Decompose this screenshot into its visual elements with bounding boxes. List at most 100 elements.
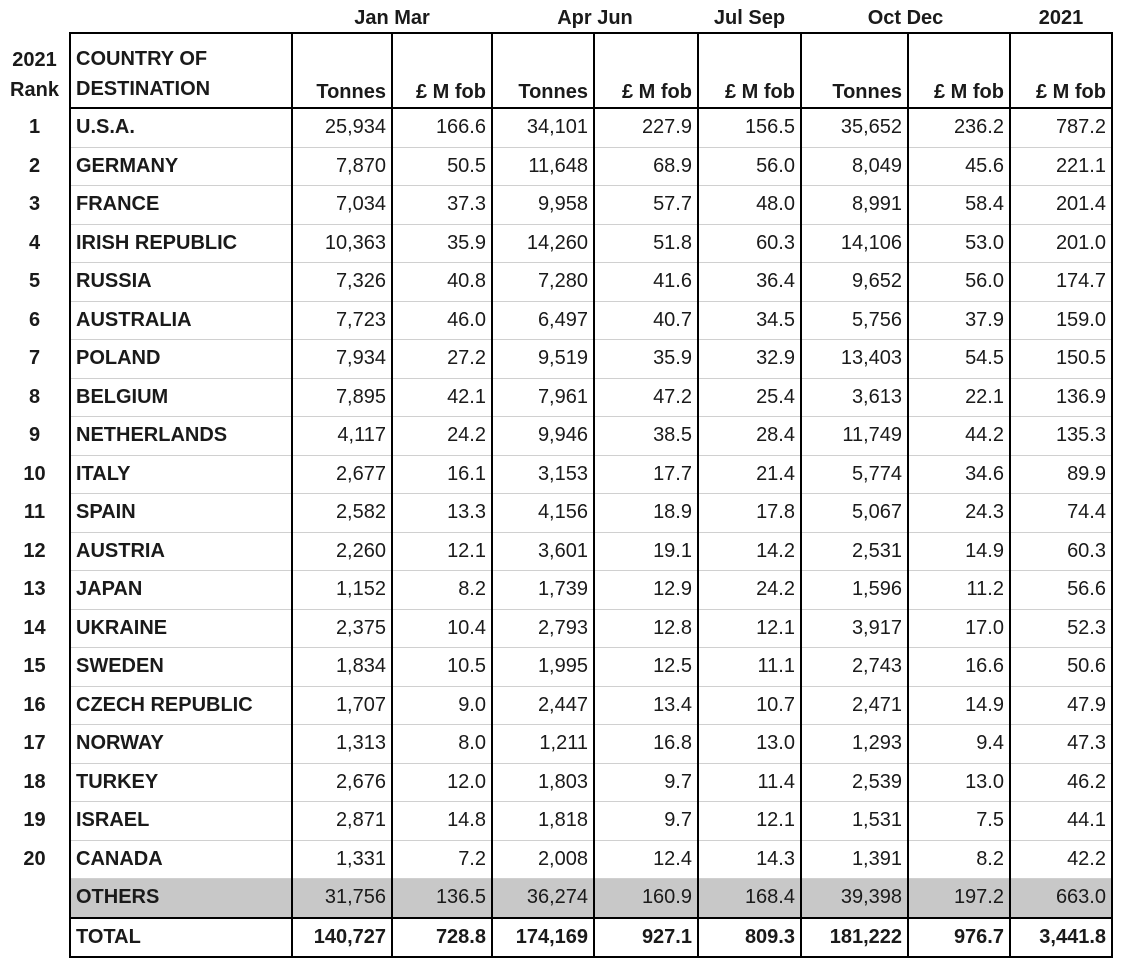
q4-tonnes-cell: 13,403 <box>801 339 909 379</box>
table-row: 20 CANADA 1,331 7.2 2,008 12.4 14.3 1,391 8.2 42.… <box>0 840 1113 879</box>
rank-cell: 20 <box>23 847 46 870</box>
total-year-value-cell: 3,441.8 <box>1009 916 1113 958</box>
q1-tonnes-header: Tonnes <box>292 32 393 109</box>
q4-tonnes-cell: 5,774 <box>801 455 909 494</box>
q2-value-cell: 41.6 <box>593 262 699 302</box>
table-row: 3 FRANCE 7,034 37.3 9,958 57.7 48.0 8,991 58.4 20… <box>0 185 1113 225</box>
q4-tonnes-header: Tonnes <box>801 32 909 109</box>
q2-tonnes-cell: 2,447 <box>492 686 595 725</box>
year-value-cell: 56.6 <box>1009 570 1113 610</box>
q2-tonnes-cell: 3,153 <box>492 455 595 494</box>
column-header-row: 2021 Rank COUNTRY OF DESTINATION Tonnes … <box>0 32 1113 109</box>
q1-tonnes-cell: 7,895 <box>292 378 393 417</box>
others-q1-tonnes-cell: 31,756 <box>292 878 393 918</box>
q2-tonnes-cell: 9,519 <box>492 339 595 379</box>
q2-tonnes-cell: 1,818 <box>492 801 595 841</box>
country-cell: UKRAINE <box>69 609 293 648</box>
table-row: 6 AUSTRALIA 7,723 46.0 6,497 40.7 34.5 5,756 37.… <box>0 301 1113 340</box>
period-year: 2021 <box>1038 7 1084 29</box>
year-value-cell: 47.3 <box>1009 724 1113 764</box>
country-header: COUNTRY OF DESTINATION <box>69 32 293 109</box>
q3-value-cell: 11.1 <box>697 647 802 687</box>
table-row: 7 POLAND 7,934 27.2 9,519 35.9 32.9 13,403 54.5 1… <box>0 339 1113 379</box>
country-cell: BELGIUM <box>69 378 293 417</box>
table-row: 1 U.S.A. 25,934 166.6 34,101 227.9 156.5 35,652… <box>0 108 1113 148</box>
table-row: 8 BELGIUM 7,895 42.1 7,961 47.2 25.4 3,613 22.1 1… <box>0 378 1113 417</box>
q4-value-cell: 34.6 <box>907 455 1011 494</box>
table-row: 2 GERMANY 7,870 50.5 11,648 68.9 56.0 8,049 45.6… <box>0 147 1113 186</box>
period-q1: Jan Mar <box>354 7 430 29</box>
q1-value-cell: 42.1 <box>391 378 493 417</box>
q2-value-cell: 51.8 <box>593 224 699 263</box>
table-row: 15 SWEDEN 1,834 10.5 1,995 12.5 11.1 2,743 16.6 5… <box>0 647 1113 687</box>
q3-value-cell: 12.1 <box>697 609 802 648</box>
q4-tonnes-cell: 5,756 <box>801 301 909 340</box>
q3-value-cell: 156.5 <box>697 108 802 148</box>
year-value-header: £ M fob <box>1009 32 1113 109</box>
q4-value-cell: 53.0 <box>907 224 1011 263</box>
q4-value-cell: 7.5 <box>907 801 1011 841</box>
q1-tonnes-cell: 2,871 <box>292 801 393 841</box>
rank-cell: 16 <box>23 693 46 716</box>
q1-value-cell: 35.9 <box>391 224 493 263</box>
total-q4-tonnes-cell: 181,222 <box>801 916 909 958</box>
q4-value-cell: 58.4 <box>907 185 1011 225</box>
rank-cell <box>0 879 70 918</box>
q4-value-cell: 11.2 <box>907 570 1011 610</box>
q2-value-cell: 40.7 <box>593 301 699 340</box>
q2-tonnes-cell: 9,946 <box>492 416 595 456</box>
rank-cell: 18 <box>23 770 46 793</box>
rank-cell: 4 <box>28 231 41 254</box>
rank-cell: 13 <box>23 578 46 601</box>
q4-value-header: £ M fob <box>907 32 1011 109</box>
country-cell: ITALY <box>69 455 293 494</box>
q2-tonnes-cell: 4,156 <box>492 493 595 533</box>
total-q2-tonnes-cell: 174,169 <box>492 916 595 958</box>
country-cell: U.S.A. <box>69 108 293 148</box>
country-cell: JAPAN <box>69 570 293 610</box>
q4-value-cell: 44.2 <box>907 416 1011 456</box>
q4-tonnes-cell: 2,471 <box>801 686 909 725</box>
q2-value-cell: 12.9 <box>593 570 699 610</box>
year-value-cell: 60.3 <box>1009 532 1113 571</box>
q4-tonnes-cell: 1,293 <box>801 724 909 764</box>
rank-cell: 2 <box>28 154 41 177</box>
q4-value-cell: 8.2 <box>907 840 1011 879</box>
year-value-cell: 135.3 <box>1009 416 1113 456</box>
others-q3-value-cell: 168.4 <box>697 878 802 918</box>
q2-tonnes-cell: 2,008 <box>492 840 595 879</box>
q1-value-cell: 14.8 <box>391 801 493 841</box>
q1-value-header: £ M fob <box>391 32 493 109</box>
country-cell: CZECH REPUBLIC <box>69 686 293 725</box>
q1-tonnes-cell: 1,834 <box>292 647 393 687</box>
q4-value-cell: 14.9 <box>907 686 1011 725</box>
year-value-cell: 159.0 <box>1009 301 1113 340</box>
rank-cell: 10 <box>23 462 46 485</box>
q3-value-cell: 24.2 <box>697 570 802 610</box>
year-value-cell: 50.6 <box>1009 647 1113 687</box>
year-value-cell: 47.9 <box>1009 686 1113 725</box>
q2-tonnes-cell: 6,497 <box>492 301 595 340</box>
total-q4-value-cell: 976.7 <box>907 916 1011 958</box>
year-value-cell: 787.2 <box>1009 108 1113 148</box>
exports-by-destination-table: Jan Mar Apr Jun Jul Sep Oct Dec 2021 202… <box>0 7 1113 958</box>
year-value-cell: 174.7 <box>1009 262 1113 302</box>
q4-tonnes-cell: 2,539 <box>801 763 909 802</box>
country-cell: SWEDEN <box>69 647 293 687</box>
q1-value-cell: 12.0 <box>391 763 493 802</box>
table-row: 4 IRISH REPUBLIC 10,363 35.9 14,260 51.8 60.3 1… <box>0 224 1113 263</box>
country-cell: FRANCE <box>69 185 293 225</box>
table-row: 13 JAPAN 1,152 8.2 1,739 12.9 24.2 1,596 11.2 56.… <box>0 570 1113 610</box>
q1-value-cell: 27.2 <box>391 339 493 379</box>
others-year-value-cell: 663.0 <box>1009 878 1113 918</box>
table-row: 12 AUSTRIA 2,260 12.1 3,601 19.1 14.2 2,531 14.9… <box>0 532 1113 571</box>
rank-cell: 6 <box>28 308 41 331</box>
country-cell: ISRAEL <box>69 801 293 841</box>
q4-tonnes-cell: 9,652 <box>801 262 909 302</box>
rank-cell: 17 <box>23 732 46 755</box>
q2-value-cell: 19.1 <box>593 532 699 571</box>
q2-tonnes-cell: 34,101 <box>492 108 595 148</box>
q1-value-cell: 16.1 <box>391 455 493 494</box>
q4-tonnes-cell: 1,531 <box>801 801 909 841</box>
